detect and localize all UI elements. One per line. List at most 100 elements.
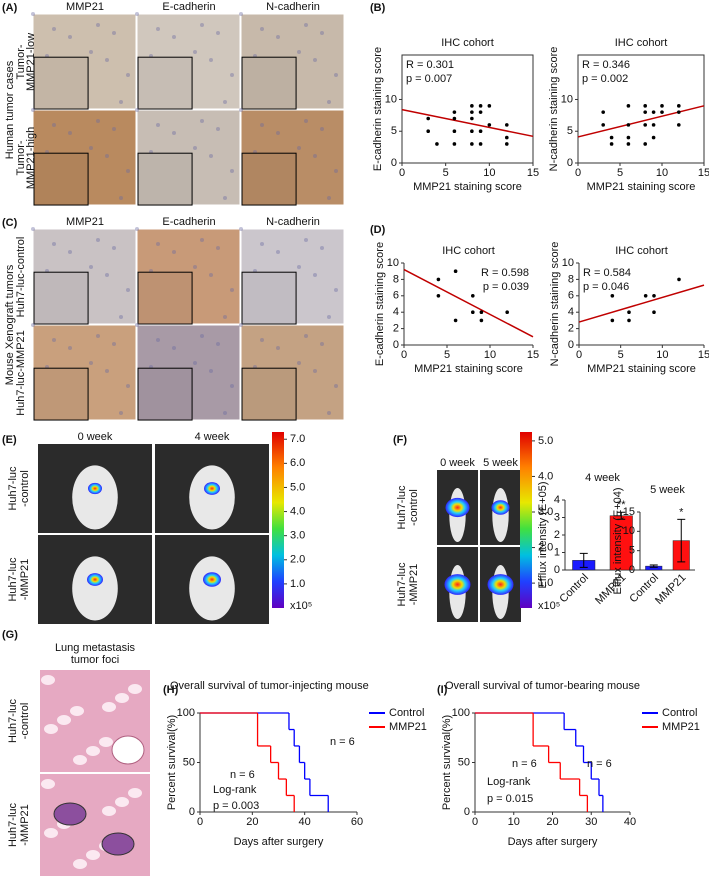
annotation: p = 0.015 — [487, 793, 533, 805]
cell — [172, 250, 176, 254]
x-axis-label: Days after surgery — [508, 836, 598, 848]
annotation: n = 6 — [330, 736, 355, 748]
colorbar-tick-label: 3.0 — [290, 530, 305, 542]
panel-title: Lung metastasis — [55, 642, 136, 654]
x-axis-label: MMP21 staining score — [587, 363, 696, 375]
signal — [88, 482, 102, 495]
timepoint-label: 5 week — [483, 457, 518, 469]
alveolus — [70, 706, 84, 716]
point — [470, 129, 474, 134]
cell — [320, 31, 324, 35]
x-tick-label: 60 — [351, 816, 363, 828]
panel-label: (C) — [2, 217, 18, 229]
alveolus — [128, 788, 142, 798]
inset — [137, 367, 193, 421]
cell — [209, 369, 213, 373]
y-tick-label: 0 — [567, 157, 573, 169]
x-tick-label: 10 — [484, 349, 496, 361]
cell — [327, 196, 331, 200]
cell — [193, 265, 197, 269]
y-tick-label: 2 — [568, 323, 574, 335]
legend-label: MMP21 — [389, 721, 427, 733]
cell — [52, 338, 56, 342]
point — [677, 277, 681, 282]
cell — [193, 50, 197, 54]
panel-label: (E) — [2, 434, 17, 446]
y-tick-label: 0 — [629, 564, 635, 576]
inset — [137, 56, 193, 110]
colorbar-tick-label: 1.0 — [538, 577, 553, 589]
cell — [304, 334, 308, 338]
alveolus — [99, 737, 113, 747]
cell — [216, 246, 220, 250]
annotation: p = 0.007 — [406, 73, 452, 85]
column-header: N-cadherin — [266, 1, 320, 13]
colorbar-unit: x10⁵ — [538, 600, 560, 612]
signal — [444, 574, 471, 595]
mouse — [189, 556, 235, 621]
point — [643, 142, 647, 146]
y-tick-label: 8 — [568, 273, 574, 285]
point — [643, 110, 647, 114]
y-tick-label: 6 — [393, 290, 399, 302]
point — [505, 123, 509, 127]
point — [627, 318, 631, 323]
column-header: MMP21 — [66, 1, 104, 13]
cell — [320, 246, 324, 250]
annotation: R = 0.584 — [583, 267, 631, 279]
cell — [239, 108, 243, 112]
point — [452, 142, 457, 146]
row-label: Huh7-luc-control — [15, 237, 27, 318]
cell — [52, 27, 56, 31]
point — [660, 104, 664, 108]
y-tick-label: 0 — [189, 806, 195, 818]
point — [610, 294, 615, 298]
panel-title: tumor foci — [71, 654, 119, 666]
cell — [209, 154, 213, 158]
cell — [297, 50, 301, 54]
x-tick-label: 5 — [617, 167, 623, 179]
cell — [216, 31, 220, 35]
y-tick-label: 2 — [554, 529, 560, 541]
plot-frame — [401, 54, 534, 164]
point — [651, 123, 656, 127]
point — [452, 110, 457, 114]
alveolus — [86, 746, 100, 756]
x-tick-label: 15 — [698, 167, 709, 179]
cell — [105, 58, 109, 62]
cell — [209, 58, 213, 62]
x-tick-label: 40 — [624, 816, 636, 828]
signal — [487, 574, 514, 595]
cell — [52, 123, 56, 127]
cell — [327, 411, 331, 415]
chart-title: IHC cohort — [441, 37, 494, 49]
row-label: Huh7-luc — [7, 557, 19, 602]
alveolus — [128, 684, 142, 694]
annotation: n = 6 — [587, 758, 612, 770]
alveolus — [41, 779, 55, 789]
column-header: E-cadherin — [162, 1, 215, 13]
x-tick-label: 5 — [443, 167, 449, 179]
y-tick-label: 6 — [568, 290, 574, 302]
cell — [313, 154, 317, 158]
row-label: -MMP21 — [19, 559, 31, 601]
inset — [33, 152, 89, 206]
group-label: Mouse Xenograft tumors — [4, 264, 16, 385]
legend-label: MMP21 — [662, 721, 700, 733]
cell — [193, 361, 197, 365]
point — [453, 318, 458, 323]
annotation: p = 0.003 — [213, 800, 259, 812]
cell — [313, 369, 317, 373]
x-tick-label: 20 — [546, 816, 558, 828]
y-tick-label: 4 — [554, 494, 560, 506]
y-tick-label: 0 — [554, 564, 560, 576]
x-tick-label: 5 — [618, 349, 624, 361]
alveolus — [57, 715, 71, 725]
point — [470, 110, 474, 114]
cell — [172, 35, 176, 39]
chart-title: 5 week — [650, 484, 685, 496]
point — [626, 142, 631, 146]
point — [471, 294, 475, 298]
point — [505, 310, 510, 315]
panel-label: (H) — [163, 684, 179, 696]
